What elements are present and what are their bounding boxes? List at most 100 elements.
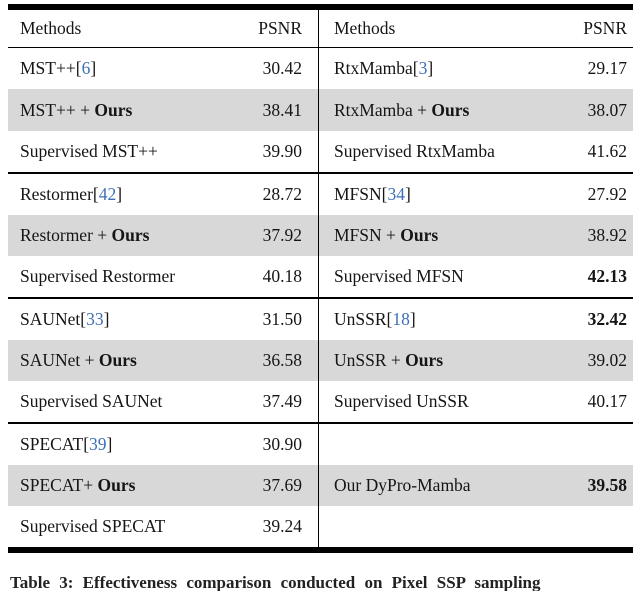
psnr-value: 36.58 <box>262 349 302 370</box>
left-row-half: MST++[6] 30.42 <box>0 48 318 89</box>
right-row-half: MFSN[34] 27.92 <box>318 174 640 215</box>
results-table: Methods PSNR Methods PSNR MST++[6] 30.42… <box>0 4 640 553</box>
table-body: MST++[6] 30.42 RtxMamba[3] 29.17 MST++ +… <box>0 48 640 547</box>
ours-label: Ours <box>97 475 136 496</box>
method-name: MST++ <box>20 58 76 79</box>
psnr-value: 39.90 <box>262 140 302 161</box>
citation-link[interactable]: 3 <box>418 58 428 79</box>
psnr-value: 37.92 <box>262 224 302 245</box>
ours-label: Ours <box>98 349 137 370</box>
ours-label: Ours <box>111 224 150 245</box>
psnr-value: 40.17 <box>587 391 627 412</box>
table-row: Restormer[42] 28.72 MFSN[34] 27.92 <box>0 174 640 215</box>
table-row: Supervised Restormer[] 40.18 Supervised … <box>0 256 640 297</box>
ours-label: Ours <box>94 99 133 120</box>
method-name: Supervised MST++ <box>20 140 158 161</box>
psnr-value: 32.42 <box>587 308 627 329</box>
right-header: Methods PSNR <box>318 10 640 47</box>
method-cell: MST++ + []Ours <box>0 100 220 121</box>
table-row: SAUNet + []Ours 36.58 UnSSR + []Ours 39.… <box>0 339 640 382</box>
citation-link[interactable]: 42 <box>98 183 117 204</box>
right-row-half: Supervised UnSSR[] 40.17 <box>318 381 640 422</box>
table-bottom-rule <box>8 547 633 553</box>
left-row-half: SPECAT+ []Ours 37.69 <box>0 465 318 507</box>
cite-close-bracket: ] <box>116 183 123 204</box>
method-name: MST++ + <box>20 99 95 120</box>
right-row-half: UnSSR[18] 32.42 <box>318 299 640 340</box>
group-separator-rule <box>8 171 633 174</box>
method-cell: Supervised MFSN[] <box>318 266 545 287</box>
psnr-value: 37.49 <box>262 391 302 412</box>
table-row: MST++ + []Ours 38.41 RtxMamba + []Ours 3… <box>0 89 640 131</box>
psnr-value: 38.92 <box>587 224 627 245</box>
psnr-value: 39.02 <box>587 349 627 370</box>
method-cell: Restormer[42] <box>0 184 220 205</box>
cite-open-bracket: [ <box>92 183 99 204</box>
citation-link[interactable]: 18 <box>392 308 410 329</box>
method-cell: UnSSR + []Ours <box>318 350 545 371</box>
psnr-value: 29.17 <box>587 58 627 79</box>
method-name: SAUNet <box>20 308 81 329</box>
left-header: Methods PSNR <box>0 10 318 47</box>
cite-open-bracket: [ <box>75 58 82 79</box>
method-cell: Supervised SAUNet[] <box>0 391 220 412</box>
left-row-half: SPECAT[39] 30.90 <box>0 424 318 465</box>
right-row-half: Our DyPro-Mamba[] 39.58 <box>318 465 640 507</box>
method-cell: MST++[6] <box>0 58 220 79</box>
cite-open-bracket: [ <box>83 434 90 455</box>
table-caption-clipped: Table 3: Effectiveness comparison conduc… <box>10 574 541 591</box>
table-header-row: Methods PSNR Methods PSNR <box>0 10 640 47</box>
left-row-half: Supervised SPECAT[] 39.24 <box>0 506 318 547</box>
psnr-value: 39.58 <box>587 475 627 496</box>
citation-link[interactable]: 6 <box>81 58 91 79</box>
method-name: Supervised Restormer <box>20 265 176 286</box>
method-cell: SPECAT+ []Ours <box>0 475 220 496</box>
psnr-value: 27.92 <box>587 183 627 204</box>
citation-link[interactable]: 33 <box>86 308 104 329</box>
right-methods-header: Methods <box>334 17 396 38</box>
table-row: SPECAT+ []Ours 37.69 Our DyPro-Mamba[] 3… <box>0 465 640 507</box>
cite-close-bracket: ] <box>405 183 411 204</box>
method-name: RtxMamba + <box>334 99 432 120</box>
method-name: MFSN + <box>334 224 401 245</box>
psnr-value: 30.90 <box>262 434 302 455</box>
right-row-half: MFSN + []Ours 38.92 <box>318 214 640 256</box>
method-cell: Our DyPro-Mamba[] <box>318 475 545 496</box>
psnr-value: 42.13 <box>587 265 627 286</box>
table-row: MST++[6] 30.42 RtxMamba[3] 29.17 <box>0 48 640 89</box>
psnr-value: 37.69 <box>262 475 302 496</box>
cite-close-bracket: ] <box>409 308 416 329</box>
right-row-half: [] <box>318 424 640 465</box>
left-methods-header: Methods <box>20 17 82 38</box>
method-name: Supervised RtxMamba <box>334 140 495 161</box>
method-name: Supervised SAUNet <box>20 391 163 412</box>
method-cell: MFSN[34] <box>318 184 545 205</box>
method-name: Supervised UnSSR <box>334 391 469 412</box>
method-cell: RtxMamba + []Ours <box>318 100 545 121</box>
group-separator-rule <box>8 422 633 424</box>
table-row: Supervised SPECAT[] 39.24 [] <box>0 506 640 547</box>
method-name: SPECAT <box>20 434 84 455</box>
right-row-half: RtxMamba + []Ours 38.07 <box>318 89 640 131</box>
header-separator-rule <box>8 46 633 49</box>
left-row-half: Supervised SAUNet[] 37.49 <box>0 381 318 422</box>
cite-close-bracket: ] <box>427 58 434 79</box>
method-name: UnSSR + <box>334 349 406 370</box>
method-name: Our DyPro-Mamba <box>334 475 471 496</box>
left-row-half: Restormer + []Ours 37.92 <box>0 214 318 256</box>
psnr-value: 28.72 <box>262 183 302 204</box>
table-row: SAUNet[33] 31.50 UnSSR[18] 32.42 <box>0 299 640 340</box>
cite-open-bracket: [ <box>80 308 87 329</box>
citation-link[interactable]: 34 <box>387 183 406 204</box>
right-row-half: Supervised RtxMamba[] 41.62 <box>318 131 640 172</box>
cite-close-bracket: ] <box>106 434 113 455</box>
method-cell: SAUNet + []Ours <box>0 350 220 371</box>
cite-close-bracket: ] <box>90 58 97 79</box>
right-row-half: RtxMamba[3] 29.17 <box>318 48 640 89</box>
method-name: SPECAT+ <box>20 475 98 496</box>
method-name: SAUNet + <box>20 349 99 370</box>
ours-label: Ours <box>405 349 444 370</box>
citation-link[interactable]: 39 <box>89 434 107 455</box>
right-row-half: Supervised MFSN[] 42.13 <box>318 256 640 297</box>
table-row: Restormer + []Ours 37.92 MFSN + []Ours 3… <box>0 214 640 256</box>
